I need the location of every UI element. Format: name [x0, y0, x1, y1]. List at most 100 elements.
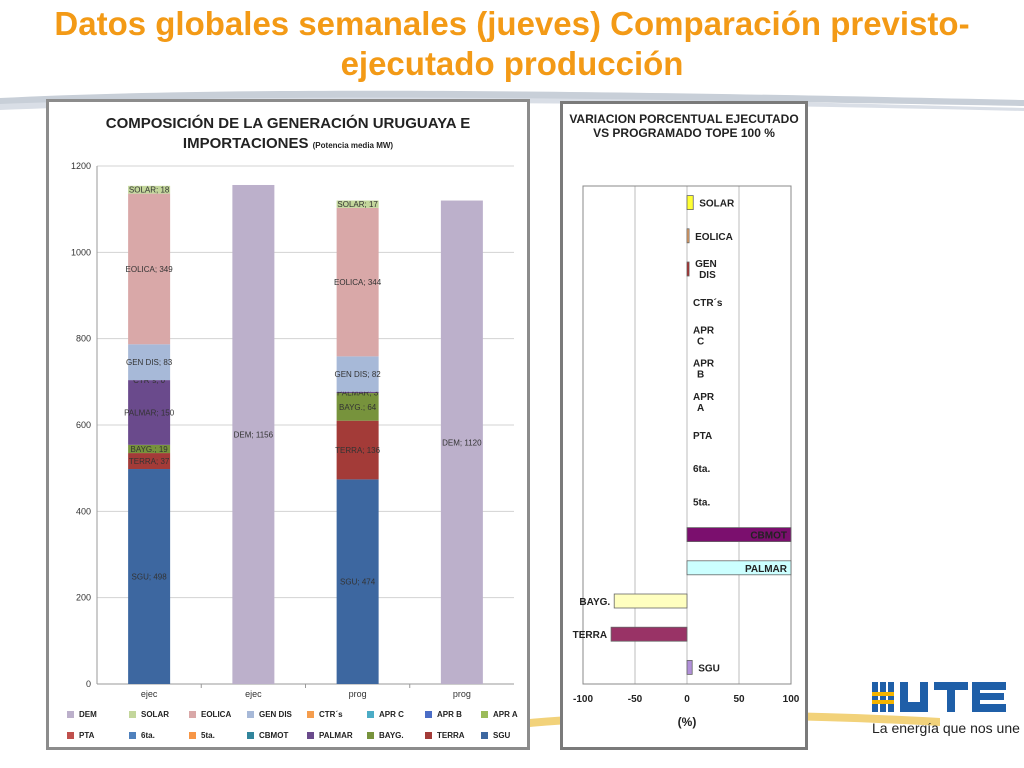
y-tick-label: 600 — [76, 420, 91, 430]
category-label: SGU — [698, 663, 720, 674]
data-label: TERRA; 136 — [335, 446, 380, 455]
x-tick-label: ejec — [245, 689, 262, 699]
data-label: DEM; 1120 — [442, 438, 482, 447]
legend-label: PTA — [79, 731, 95, 740]
legend-swatch — [189, 711, 196, 718]
ute-logo-mark — [872, 682, 1006, 712]
data-label: SGU; 498 — [132, 573, 168, 582]
category-label: CBMOT — [750, 531, 787, 542]
bar-gen-dis — [336, 356, 379, 392]
data-label: BAYG.; 64 — [339, 403, 377, 412]
data-label: DEM; 1156 — [234, 430, 274, 439]
bar-gen-dis — [686, 261, 690, 277]
category-label: SOLAR — [699, 199, 735, 210]
data-label: PALMAR; 3 — [337, 388, 379, 397]
y-tick-label: 1000 — [71, 247, 91, 257]
legend-item-pta: PTA — [67, 731, 94, 741]
legend-swatch — [189, 732, 196, 739]
legend-item-apr-a: APR A — [481, 710, 518, 720]
bar-dem — [440, 200, 483, 684]
legend-label: PALMAR — [319, 731, 353, 740]
x-tick-label: -50 — [628, 694, 643, 705]
variation-chart-title: VARIACION PORCENTUAL EJECUTADO VS PROGRA… — [569, 112, 799, 140]
category-label: 6ta. — [693, 464, 710, 475]
legend-item-5ta: 5ta. — [189, 731, 215, 741]
legend-label: SGU — [493, 731, 511, 740]
bar-sgu — [336, 479, 379, 684]
y-tick-label: 1200 — [71, 161, 91, 171]
x-tick-label: 50 — [733, 694, 745, 705]
plot-frame — [582, 185, 792, 685]
data-label: BAYG.; 19 — [131, 445, 169, 454]
x-axis-label: (%) — [678, 715, 697, 729]
legend-item-sgu: SGU — [481, 731, 510, 741]
bar-solar — [336, 200, 379, 208]
data-label: GEN DIS; 83 — [126, 358, 173, 367]
legend-label: 5ta. — [201, 731, 215, 740]
bar-eolica — [336, 207, 379, 357]
bar-palmar — [336, 391, 379, 394]
y-tick-label: 200 — [76, 593, 91, 603]
legend-item-solar: SOLAR — [129, 710, 169, 720]
x-tick-label: ejec — [141, 689, 158, 699]
bar-dem — [232, 184, 275, 684]
category-label: GEN — [695, 259, 717, 270]
legend-label: APR B — [437, 710, 462, 719]
bar-eolica — [686, 228, 690, 244]
category-label: PTA — [693, 431, 712, 442]
category-label: CTR´s — [693, 298, 723, 309]
legend-label: SOLAR — [141, 710, 169, 719]
bar-eolica — [128, 193, 171, 345]
data-label: EOLICA; 344 — [334, 278, 382, 287]
legend-swatch — [367, 711, 374, 718]
legend-item-apr-b: APR B — [425, 710, 462, 720]
legend-swatch — [247, 732, 254, 739]
legend-item-cbmot: CBMOT — [247, 731, 288, 741]
legend-swatch — [481, 711, 488, 718]
bar-palmar — [686, 560, 792, 576]
legend-swatch — [129, 711, 136, 718]
bar-bayg — [336, 393, 379, 421]
legend-label: BAYG. — [379, 731, 404, 740]
legend-item-dem: DEM — [67, 710, 97, 720]
category-label: A — [697, 403, 704, 414]
category-label: 5ta. — [693, 497, 710, 508]
legend-swatch — [425, 732, 432, 739]
legend-item-palmar: PALMAR — [307, 731, 353, 741]
bar-terra — [128, 453, 171, 470]
y-tick-label: 0 — [86, 679, 91, 689]
legend-label: CTR´s — [319, 710, 343, 719]
legend-swatch — [67, 732, 74, 739]
bar-terra — [336, 420, 379, 480]
legend-swatch — [247, 711, 254, 718]
category-label: APR — [693, 392, 715, 403]
x-tick-label: prog — [453, 689, 471, 699]
legend-swatch — [129, 732, 136, 739]
percent-variation-panel: VARIACION PORCENTUAL EJECUTADO VS PROGRA… — [560, 101, 808, 750]
legend-label: APR A — [493, 710, 518, 719]
legend-item-terra: TERRA — [425, 731, 465, 741]
legend-item-apr-c: APR C — [367, 710, 404, 720]
legend-swatch — [307, 732, 314, 739]
category-label: DIS — [699, 270, 716, 281]
data-label: EOLICA; 349 — [126, 265, 174, 274]
bar-solar — [128, 185, 171, 194]
stacked-bar-chart: 0 200 400 600 800 1000 1200 ejec ejec prog prog SGU… — [71, 161, 514, 699]
category-label: C — [697, 336, 704, 347]
legend-label: 6ta. — [141, 731, 155, 740]
data-label: SGU; 474 — [340, 578, 376, 587]
data-label: TERRA; 37 — [129, 457, 170, 466]
data-label: PALMAR; 150 — [124, 408, 175, 417]
category-label: TERRA — [573, 630, 607, 641]
category-label: EOLICA — [695, 232, 733, 243]
bar-bayg — [613, 593, 688, 609]
y-tick-label: 400 — [76, 506, 91, 516]
legend-swatch — [67, 711, 74, 718]
legend-swatch — [425, 711, 432, 718]
data-label: CTR´s; 0 — [133, 376, 166, 385]
legend-item-ctr-s: CTR´s — [307, 710, 343, 720]
logo-tagline: La energía que nos une — [872, 720, 1020, 736]
bar-terra — [610, 626, 688, 642]
stacked-chart-title: COMPOSICIÓN DE LA GENERACIÓN URUGUAYA E … — [105, 115, 471, 152]
